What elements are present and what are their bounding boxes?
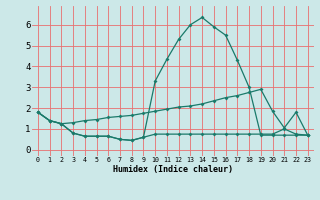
X-axis label: Humidex (Indice chaleur): Humidex (Indice chaleur) xyxy=(113,165,233,174)
